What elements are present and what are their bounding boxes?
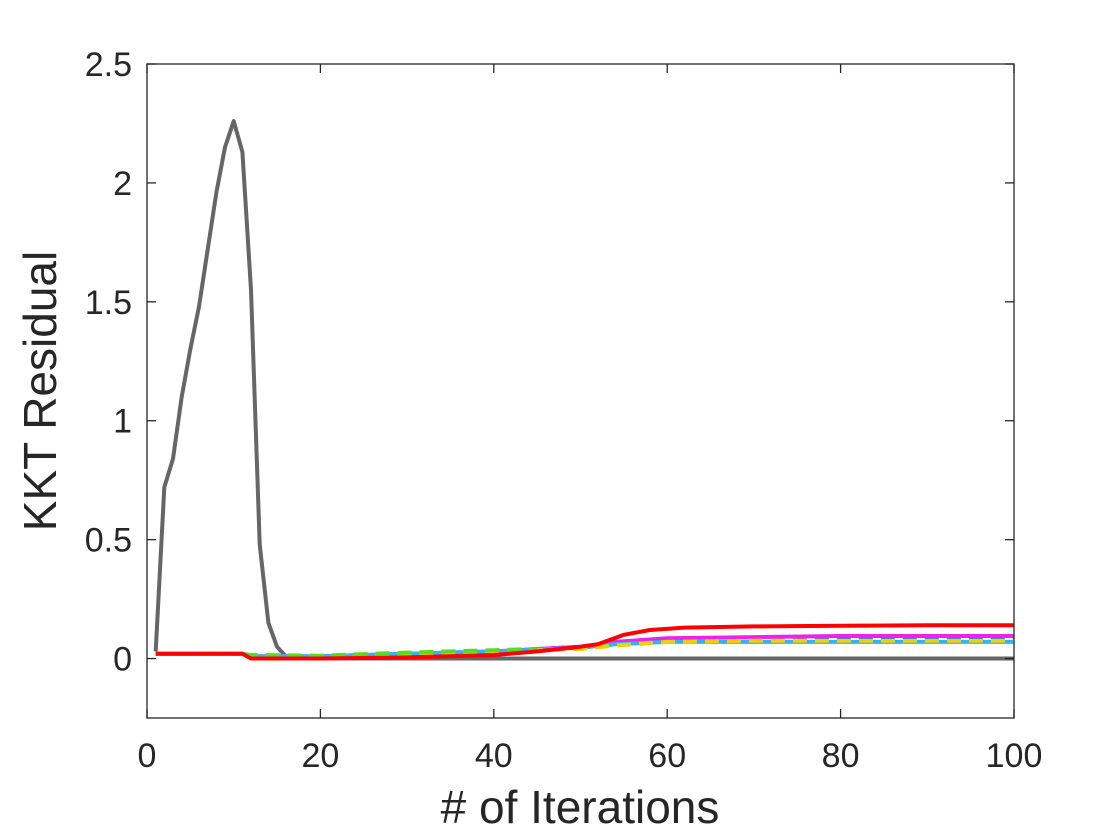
y-tick-label: 0.5 xyxy=(85,522,132,560)
x-tick-label: 0 xyxy=(138,737,157,775)
x-tick-label: 80 xyxy=(822,737,860,775)
tick-layer: 0 20 40 60 80 100 0 0.5 1 1.5 2 2.5 xyxy=(85,46,1043,775)
y-tick-label: 0 xyxy=(113,641,132,679)
series-line-7 xyxy=(155,623,1014,661)
x-tick-label: 100 xyxy=(986,737,1043,775)
y-tick-label: 1.5 xyxy=(85,284,132,322)
y-tick-label: 2 xyxy=(113,165,132,203)
plot-area xyxy=(147,64,1014,718)
y-tick-label: 1 xyxy=(113,403,132,441)
x-tick-label: 40 xyxy=(475,737,513,775)
series-layer xyxy=(153,119,1014,661)
y-axis-title: KKT Residual xyxy=(14,251,66,531)
x-tick-label: 60 xyxy=(648,737,686,775)
y-tick-label: 2.5 xyxy=(85,46,132,84)
axes-box xyxy=(146,63,1015,719)
x-tick-label: 20 xyxy=(301,737,339,775)
x-axis-title: # of Iterations xyxy=(441,781,720,833)
series-line-6 xyxy=(155,647,538,658)
